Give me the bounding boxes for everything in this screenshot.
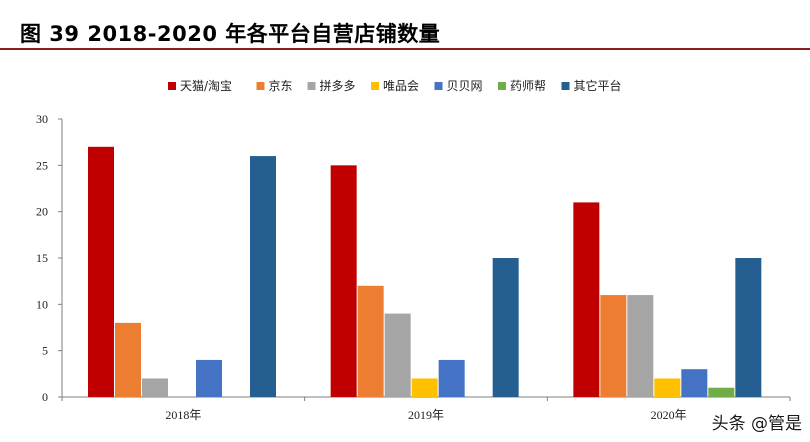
bar	[142, 378, 168, 397]
y-tick-label: 25	[36, 158, 48, 172]
bar-series	[88, 146, 762, 397]
legend-label: 唯品会	[383, 79, 419, 93]
x-tick-label: 2018年	[165, 408, 201, 422]
y-tick-label: 20	[36, 205, 48, 219]
bar	[735, 258, 762, 397]
bar	[708, 387, 735, 397]
bar	[357, 285, 384, 397]
legend-label: 京东	[269, 79, 293, 93]
watermark: 头条 @管是	[711, 414, 802, 434]
legend-swatch	[168, 82, 176, 90]
legend-swatch	[307, 82, 316, 90]
chart-legend: 天猫/淘宝 京东 拼多多 唯品会 贝贝网 药师帮 其它平台	[168, 78, 622, 93]
bar	[654, 378, 681, 397]
y-tick-label: 30	[36, 112, 48, 126]
bar	[250, 156, 276, 397]
bar	[115, 322, 141, 397]
bar	[88, 146, 114, 397]
legend-swatch	[498, 82, 506, 90]
bar	[438, 359, 465, 397]
legend-swatch	[371, 82, 379, 90]
bar	[627, 295, 654, 397]
y-axis: 0 5 10 15 20 25 30	[36, 112, 63, 404]
legend-label: 拼多多	[320, 79, 356, 93]
x-tick-label: 2020年	[651, 408, 687, 422]
legend-swatch	[434, 82, 443, 90]
legend-swatch	[561, 82, 570, 90]
legend-label: 贝贝网	[447, 79, 483, 93]
legend-label: 其它平台	[574, 78, 622, 93]
bar	[330, 165, 357, 397]
title-divider	[0, 48, 810, 50]
legend-label: 药师帮	[510, 79, 546, 93]
y-tick-label: 10	[36, 297, 48, 311]
bar	[196, 359, 222, 397]
y-tick-label: 5	[42, 344, 48, 358]
legend-label: 天猫/淘宝	[180, 79, 232, 93]
y-tick-label: 0	[42, 390, 48, 404]
bar	[573, 202, 600, 397]
bar	[384, 313, 411, 397]
x-tick-label: 2019年	[408, 408, 444, 422]
bar	[492, 258, 519, 397]
x-axis: 2018年 2019年 2020年	[61, 396, 791, 422]
legend-swatch	[256, 82, 265, 90]
y-tick-label: 15	[36, 251, 48, 265]
bar	[681, 369, 708, 397]
bar	[411, 378, 438, 397]
bar	[600, 295, 627, 397]
figure-title: 图 39 2018-2020 年各平台自营店铺数量	[20, 22, 441, 46]
